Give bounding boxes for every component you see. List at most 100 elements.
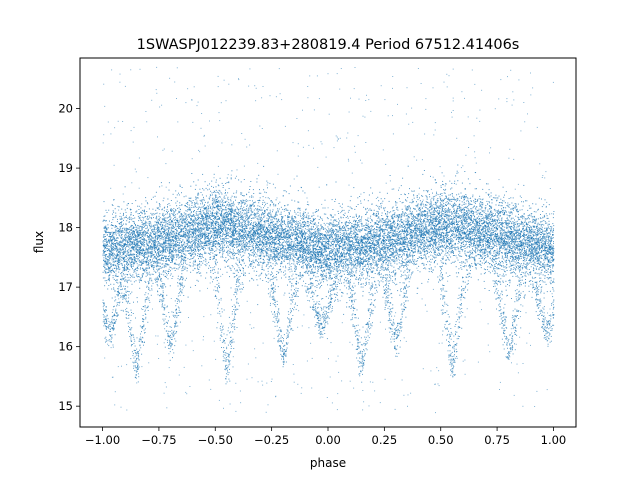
data-point	[377, 233, 378, 234]
data-point	[326, 269, 327, 270]
data-point	[527, 264, 528, 265]
data-point	[386, 254, 387, 255]
data-point	[205, 261, 206, 262]
data-point	[167, 249, 168, 250]
data-point	[551, 272, 552, 273]
data-point	[451, 213, 452, 214]
data-point	[149, 268, 150, 269]
data-point	[497, 249, 498, 250]
data-point	[494, 266, 495, 267]
data-point	[456, 173, 457, 174]
data-point	[111, 252, 112, 253]
data-point	[349, 220, 350, 221]
data-point	[444, 192, 445, 193]
data-point	[485, 215, 486, 216]
data-point	[353, 252, 354, 253]
data-point	[513, 229, 514, 230]
data-point	[341, 296, 342, 297]
data-point	[303, 281, 304, 282]
data-point	[485, 243, 486, 244]
data-point	[300, 250, 301, 251]
data-point	[548, 239, 549, 240]
data-point	[223, 219, 224, 220]
data-point	[237, 278, 238, 279]
data-point	[407, 228, 408, 229]
data-point	[305, 226, 306, 227]
data-point	[333, 271, 334, 272]
data-point	[418, 228, 419, 229]
data-point	[482, 202, 483, 203]
data-point	[431, 238, 432, 239]
data-point	[440, 208, 441, 209]
data-point	[271, 258, 272, 259]
data-point	[146, 225, 147, 226]
data-point	[541, 224, 542, 225]
data-point	[110, 270, 111, 271]
data-point	[184, 196, 185, 197]
data-point	[240, 192, 241, 193]
data-point	[447, 212, 448, 213]
data-point	[503, 267, 504, 268]
data-point	[419, 188, 420, 189]
data-point	[141, 239, 142, 240]
data-point	[548, 236, 549, 237]
data-point	[383, 220, 384, 221]
data-point	[385, 220, 386, 221]
data-point	[191, 207, 192, 208]
data-point	[464, 265, 465, 266]
data-point	[141, 230, 142, 231]
data-point	[505, 243, 506, 244]
data-point	[344, 264, 345, 265]
data-point	[173, 254, 174, 255]
data-point	[472, 235, 473, 236]
data-point	[438, 194, 439, 195]
data-point	[325, 243, 326, 244]
data-point	[135, 269, 136, 270]
data-point	[315, 232, 316, 233]
data-point	[347, 274, 348, 275]
data-point	[433, 248, 434, 249]
data-point	[193, 240, 194, 241]
data-point	[542, 224, 543, 225]
data-point	[254, 250, 255, 251]
data-point	[126, 270, 127, 271]
data-point	[435, 211, 436, 212]
data-point	[222, 256, 223, 257]
data-point	[223, 209, 224, 210]
data-point	[369, 229, 370, 230]
data-point	[189, 200, 190, 201]
data-point	[193, 225, 194, 226]
data-point	[393, 282, 394, 283]
data-point	[221, 208, 222, 209]
data-point	[388, 265, 389, 266]
data-point	[158, 222, 159, 223]
data-point	[274, 231, 275, 232]
data-point	[145, 221, 146, 222]
data-point	[210, 231, 211, 232]
data-point	[375, 232, 376, 233]
data-point	[322, 257, 323, 258]
data-point	[313, 215, 314, 216]
data-point	[159, 213, 160, 214]
data-point	[199, 243, 200, 244]
data-point	[540, 278, 541, 279]
data-point	[399, 239, 400, 240]
data-point	[341, 260, 342, 261]
data-point	[536, 269, 537, 270]
data-point	[125, 186, 126, 187]
data-point	[188, 216, 189, 217]
data-point	[467, 261, 468, 262]
data-point	[103, 241, 104, 242]
data-point	[364, 225, 365, 226]
data-point	[258, 263, 259, 264]
data-point	[263, 196, 264, 197]
data-point	[416, 211, 417, 212]
data-point	[114, 243, 115, 244]
data-point	[118, 264, 119, 265]
data-point	[463, 266, 464, 267]
data-point	[439, 196, 440, 197]
data-point	[518, 237, 519, 238]
data-point	[374, 210, 375, 211]
data-point	[507, 255, 508, 256]
data-point	[221, 202, 222, 203]
